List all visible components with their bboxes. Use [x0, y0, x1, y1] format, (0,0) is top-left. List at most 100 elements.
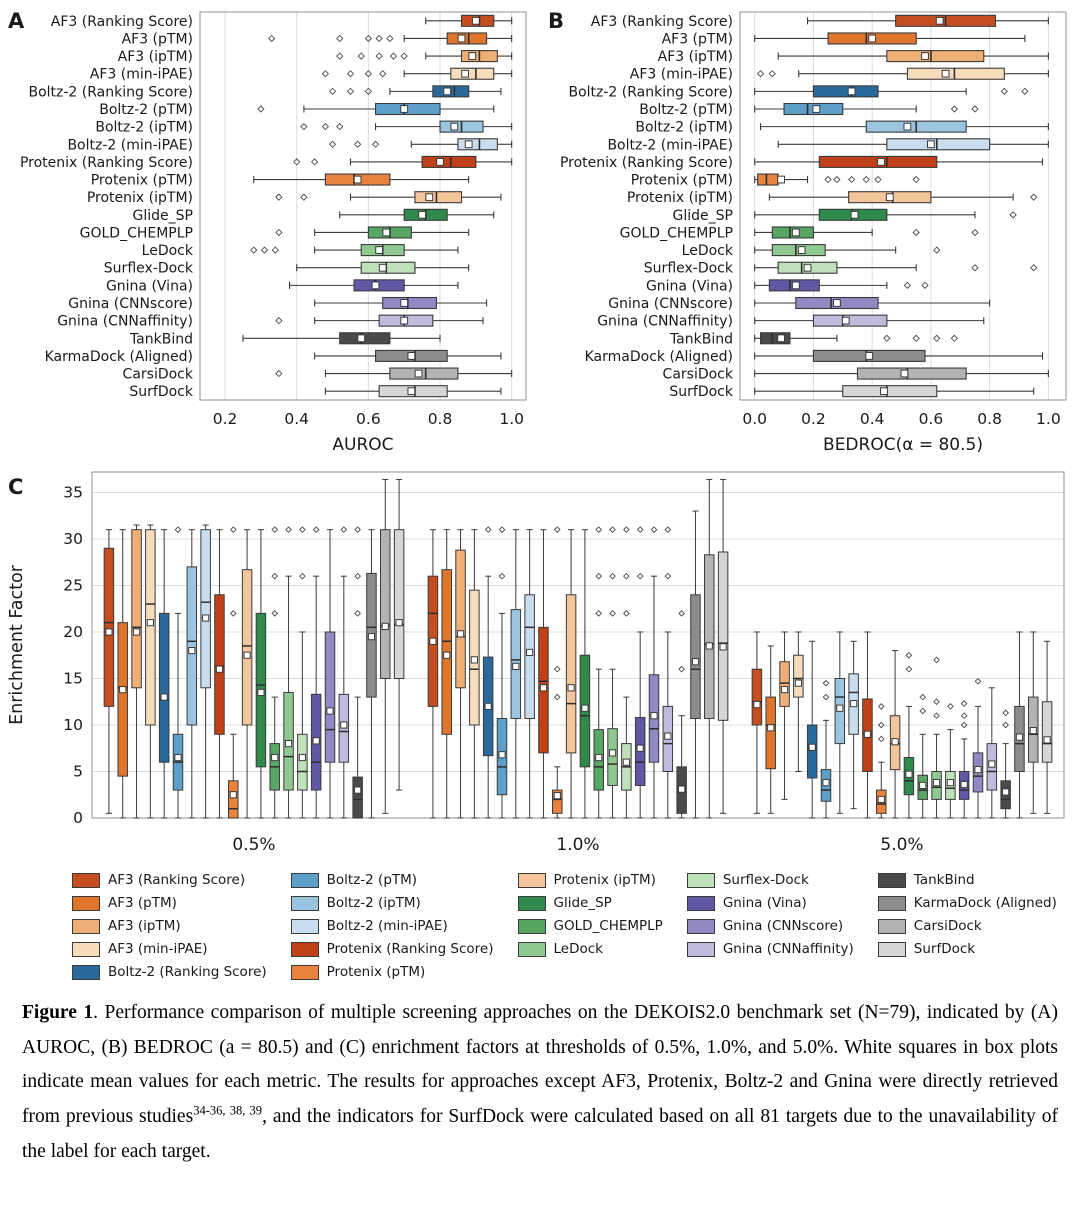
legend-item-GOLD_CHEMPLP: GOLD_CHEMPLP — [517, 918, 663, 934]
mean-marker — [461, 69, 469, 78]
boxplot-CarsiDock — [275, 367, 513, 380]
boxplot-0.5%-Gnina (Vina) — [310, 526, 322, 819]
chart-text: 0.2 — [801, 410, 826, 428]
mean-marker — [456, 630, 465, 638]
boxplot-KarmaDock (Aligned) — [314, 349, 502, 362]
mean-marker — [457, 34, 466, 43]
boxplot-Surflex-Dock — [754, 261, 1038, 274]
outlier-diamond — [905, 665, 913, 673]
mean-marker — [841, 316, 850, 325]
mean-marker — [691, 658, 700, 666]
boxplot-AF3 (ipTM) — [336, 50, 513, 63]
boxplot-0.5%-Boltz-2 (pTM) — [172, 526, 184, 819]
outlier-diamond — [919, 693, 927, 701]
boxplot-1.0%-CarsiDock — [704, 478, 715, 819]
boxplot-1.0%-LeDock — [607, 526, 618, 819]
outlier-diamond — [874, 175, 882, 184]
chart-text: 0.4 — [284, 410, 309, 428]
boxplot-1.0%-SurfDock — [717, 478, 729, 814]
figure-legend: AF3 (Ranking Score) AF3 (pTM) AF3 (ipTM) AF… — [0, 864, 1080, 982]
boxplot-5.0%-SurfDock — [1041, 640, 1053, 814]
outlier-diamond — [595, 526, 603, 534]
boxplot-Boltz-2 (pTM) — [754, 102, 979, 116]
outlier-diamond — [271, 526, 279, 534]
legend-item-AF3 (ipTM): AF3 (ipTM) — [72, 918, 267, 934]
outlier-diamond — [1021, 87, 1029, 95]
mean-marker — [822, 779, 830, 787]
legend-column-2: Boltz-2 (pTM) Boltz-2 (ipTM) Boltz-2 (min-… — [290, 872, 494, 980]
mean-marker — [418, 210, 427, 219]
chart-text: AF3 (ipTM) — [118, 49, 193, 65]
legend-swatch — [686, 872, 715, 888]
outlier-diamond — [357, 52, 365, 60]
chart-text: AF3 (min-iPAE) — [90, 67, 193, 83]
outlier-diamond — [950, 105, 959, 113]
chart-text: GOLD_CHEMPLP — [620, 225, 733, 241]
mean-marker — [836, 704, 844, 712]
boxplot-1.0%-Boltz-2 (pTM) — [496, 526, 508, 819]
chart-text: 1.0 — [1036, 410, 1061, 428]
outlier-diamond — [328, 140, 337, 148]
legend-label: Surflex-Dock — [722, 872, 809, 888]
outlier-diamond — [960, 721, 968, 729]
caption-body-2: , and the indicators for SurfDock were c… — [22, 1106, 1058, 1162]
legend-swatch — [686, 941, 715, 957]
chart-text: AF3 (ipTM) — [658, 49, 733, 65]
boxplot-0.5%-Gnina (CNNaffinity) — [338, 526, 350, 819]
chart-text: Gnina (CNNaffinity) — [597, 314, 733, 330]
legend-swatch — [72, 918, 100, 934]
legend-label: CarsiDock — [913, 918, 982, 934]
mean-marker — [935, 16, 944, 25]
boxplot-5.0%-Boltz-2 (min-iPAE) — [848, 640, 859, 810]
outlier-diamond — [354, 526, 361, 534]
chart-text: Boltz-2 (Ranking Score) — [28, 84, 193, 100]
mean-marker — [407, 352, 416, 360]
boxplot-5.0%-AF3 (pTM) — [765, 645, 776, 814]
chart-text: Boltz-2 (ipTM) — [635, 120, 733, 136]
outlier-diamond — [271, 610, 279, 617]
boxplot-Gnina (Vina) — [754, 279, 929, 292]
boxplot-5.0%-LeDock — [931, 656, 942, 819]
legend-label: AF3 (pTM) — [108, 895, 177, 911]
mean-marker — [512, 662, 520, 670]
legend-label: Protenix (ipTM) — [553, 872, 656, 888]
boxplot-Protenix (pTM) — [754, 173, 920, 186]
boxplot-Glide_SP — [339, 208, 495, 221]
mean-marker — [808, 743, 816, 751]
outlier-diamond — [847, 175, 856, 184]
boxplot-Boltz-2 (Ranking Score) — [328, 85, 502, 98]
mean-marker — [960, 780, 968, 789]
outlier-diamond — [623, 610, 630, 617]
outlier-diamond — [822, 693, 830, 701]
mean-marker — [753, 700, 761, 709]
outlier-diamond — [609, 572, 616, 580]
legend-column-4: Surflex-Dock Gnina (Vina) Gnina (CNNscore)… — [686, 872, 854, 980]
boxplot-AF3 (Ranking Score) — [425, 14, 513, 27]
boxplot-Protenix (ipTM) — [768, 191, 1038, 204]
chart-text: 1.0 — [499, 410, 524, 428]
chart-text: Boltz-2 (Ranking Score) — [568, 84, 733, 100]
mean-marker — [119, 686, 127, 694]
mean-marker — [284, 739, 293, 748]
boxplot-0.5%-Protenix (pTM) — [228, 526, 239, 819]
mean-marker — [353, 175, 362, 184]
outlier-diamond — [768, 70, 776, 78]
boxplot-Boltz-2 (min-iPAE) — [777, 138, 1049, 151]
outlier-diamond — [947, 703, 954, 710]
boxplot-0.5%-LeDock — [283, 526, 294, 819]
mean-marker — [443, 651, 451, 659]
boxplot-5.0%-Protenix (pTM) — [876, 703, 887, 819]
boxplot-0.5%-AF3 (ipTM) — [131, 524, 142, 819]
outlier-diamond — [756, 70, 765, 78]
outlier-diamond — [353, 140, 362, 148]
outlier-diamond — [250, 246, 258, 254]
boxplot-KarmaDock (Aligned) — [754, 349, 1044, 362]
boxplot-0.5%-Boltz-2 (Ranking Score) — [158, 529, 170, 819]
legend-swatch — [290, 872, 319, 888]
chart-text: TankBind — [669, 331, 733, 347]
mean-marker — [382, 228, 391, 237]
outlier-diamond — [275, 369, 283, 378]
boxplot-5.0%-AF3 (min-iPAE) — [793, 631, 804, 772]
outlier-diamond — [553, 526, 561, 534]
mean-marker — [357, 334, 366, 343]
